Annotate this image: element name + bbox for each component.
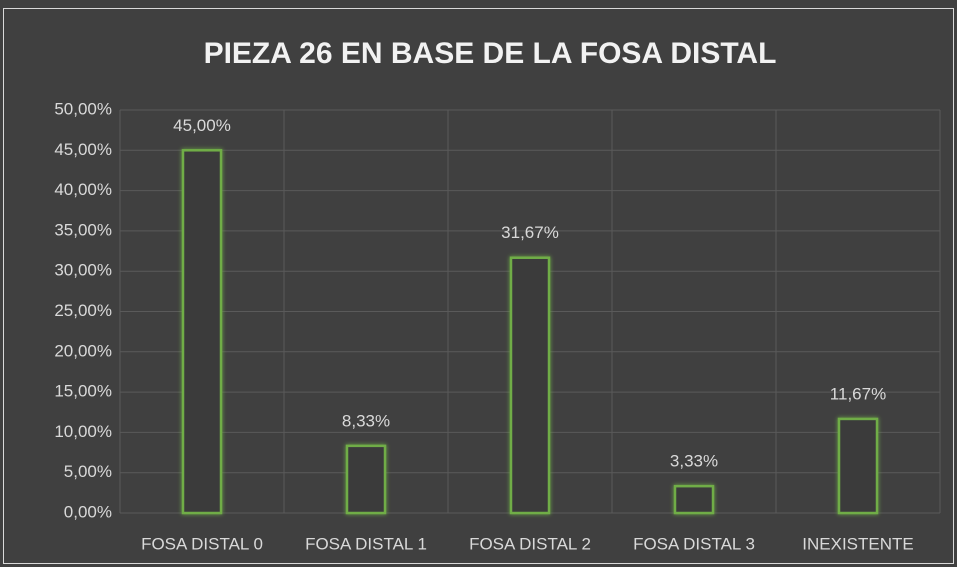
y-tick-label: 50,00% bbox=[54, 99, 112, 118]
bar bbox=[345, 444, 387, 515]
y-tick-label: 45,00% bbox=[54, 140, 112, 159]
y-tick-label: 5,00% bbox=[64, 462, 112, 481]
data-label: 3,33% bbox=[670, 452, 718, 471]
data-label: 45,00% bbox=[173, 116, 231, 135]
y-tick-label: 40,00% bbox=[54, 180, 112, 199]
y-tick-label: 25,00% bbox=[54, 301, 112, 320]
chart-border bbox=[3, 8, 954, 564]
y-tick-label: 20,00% bbox=[54, 341, 112, 360]
y-tick-label: 10,00% bbox=[54, 422, 112, 441]
x-tick-label: FOSA DISTAL 2 bbox=[469, 534, 591, 553]
data-label: 11,67% bbox=[830, 384, 886, 403]
chart-title: PIEZA 26 EN BASE DE LA FOSA DISTAL bbox=[204, 37, 777, 70]
bar bbox=[509, 256, 551, 515]
data-label: 8,33% bbox=[342, 411, 390, 430]
data-label: 31,67% bbox=[501, 223, 559, 242]
x-tick-label: INEXISTENTE bbox=[802, 534, 913, 553]
y-tick-label: 0,00% bbox=[64, 502, 112, 521]
bar bbox=[673, 484, 715, 515]
y-tick-label: 30,00% bbox=[54, 261, 112, 280]
bar bbox=[181, 149, 223, 515]
y-tick-label: 35,00% bbox=[54, 220, 112, 239]
x-tick-label: FOSA DISTAL 0 bbox=[141, 534, 263, 553]
y-tick-label: 15,00% bbox=[54, 382, 112, 401]
bar bbox=[837, 417, 879, 515]
x-tick-label: FOSA DISTAL 3 bbox=[633, 534, 755, 553]
x-tick-label: FOSA DISTAL 1 bbox=[305, 534, 427, 553]
